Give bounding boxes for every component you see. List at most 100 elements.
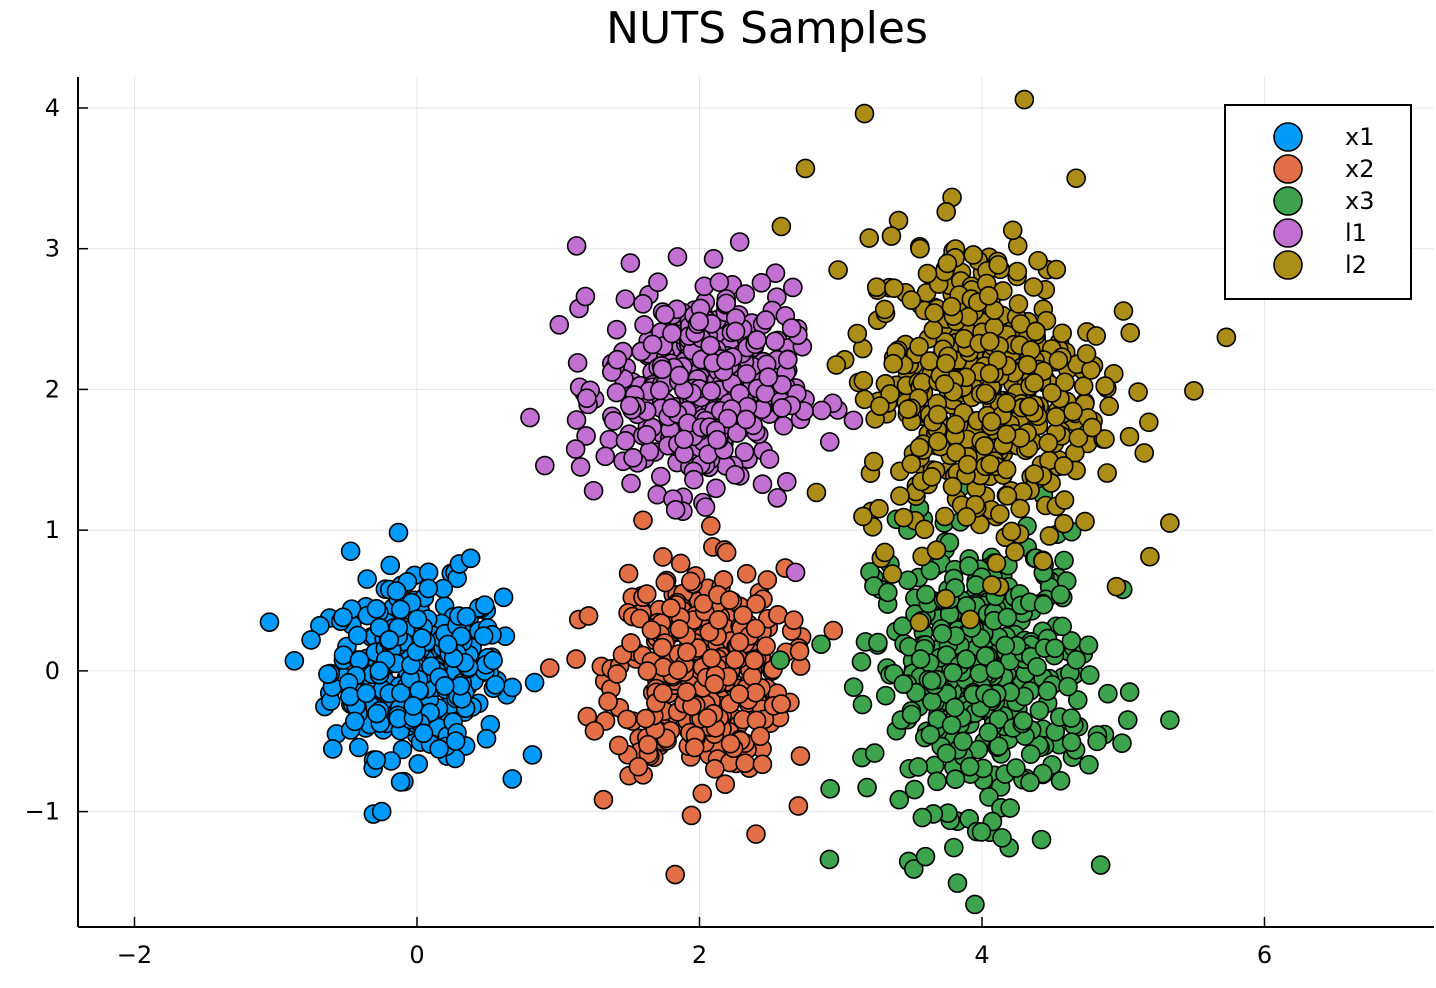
point-x1 — [476, 728, 497, 749]
point-x2 — [653, 547, 673, 567]
point-l2 — [771, 216, 792, 237]
point-x1 — [434, 676, 455, 696]
point-x2 — [636, 584, 657, 604]
point-x2 — [790, 746, 811, 766]
point-x1 — [456, 606, 477, 627]
point-x2 — [655, 572, 676, 593]
point-x2 — [665, 864, 685, 885]
point-x3 — [1160, 710, 1180, 730]
point-x2 — [617, 709, 637, 730]
point-l1 — [655, 304, 675, 325]
point-x1 — [429, 739, 449, 759]
point-l2 — [1002, 220, 1023, 241]
point-x3 — [985, 659, 1006, 680]
point-x1 — [284, 650, 305, 671]
point-l2 — [1055, 372, 1075, 393]
point-l1 — [520, 407, 540, 428]
point-x1 — [259, 612, 280, 632]
point-l1 — [843, 410, 864, 431]
point-l1 — [649, 380, 670, 401]
point-x1 — [485, 675, 506, 695]
point-l2 — [1075, 511, 1095, 532]
point-l2 — [847, 323, 868, 344]
legend-marker-l1 — [1273, 218, 1303, 248]
point-x2 — [618, 563, 639, 584]
point-x3 — [908, 757, 929, 777]
point-x2 — [745, 618, 766, 639]
point-l2 — [883, 353, 903, 374]
point-l1 — [615, 430, 636, 451]
point-l1 — [765, 263, 786, 283]
point-x3 — [852, 694, 873, 715]
point-l1 — [576, 426, 596, 446]
point-l1 — [767, 488, 788, 508]
point-x2 — [700, 516, 721, 536]
point-l1 — [751, 272, 772, 293]
point-l2 — [909, 336, 929, 357]
point-x2 — [652, 637, 673, 658]
point-l2 — [826, 355, 847, 375]
point-l2 — [1053, 456, 1074, 476]
point-l1 — [701, 381, 722, 402]
point-l2 — [1028, 250, 1048, 271]
point-x3 — [878, 582, 898, 603]
point-l2 — [956, 507, 977, 527]
point-x2 — [756, 636, 776, 656]
point-x1 — [493, 587, 514, 608]
point-x2 — [742, 666, 763, 687]
point-x2 — [653, 683, 673, 703]
point-l2 — [828, 260, 848, 280]
point-x3 — [819, 849, 840, 870]
point-l2 — [1005, 541, 1025, 562]
point-l2 — [988, 255, 1009, 275]
point-x3 — [945, 769, 966, 790]
point-l1 — [689, 311, 709, 332]
point-x1 — [407, 609, 428, 629]
point-l2 — [909, 437, 930, 458]
point-l1 — [567, 353, 588, 373]
series-x3 — [770, 477, 1180, 915]
point-l2 — [1076, 344, 1097, 364]
point-l1 — [759, 449, 780, 469]
point-l2 — [1010, 498, 1030, 519]
point-x2 — [720, 733, 741, 754]
point-l1 — [615, 289, 636, 309]
point-l2 — [979, 363, 1000, 384]
point-x1 — [318, 664, 338, 685]
point-l1 — [674, 429, 694, 450]
point-x1 — [345, 711, 365, 732]
point-l1 — [570, 457, 591, 477]
point-x3 — [936, 743, 957, 764]
point-x2 — [788, 796, 809, 816]
point-x3 — [943, 662, 963, 683]
point-l1 — [607, 349, 628, 370]
point-x2 — [705, 759, 725, 779]
point-x2 — [539, 658, 560, 678]
x-tick-label: 2 — [692, 941, 707, 969]
point-l1 — [665, 500, 686, 520]
point-x3 — [1045, 638, 1065, 659]
point-x2 — [669, 619, 690, 639]
point-x1 — [356, 683, 377, 704]
point-x2 — [641, 620, 662, 640]
point-l2 — [926, 540, 947, 561]
y-tick-label: 2 — [45, 375, 60, 403]
point-l2 — [853, 506, 873, 527]
point-l2 — [893, 507, 914, 528]
point-x3 — [1050, 771, 1071, 791]
point-x3 — [901, 704, 922, 725]
point-l2 — [935, 588, 956, 609]
point-x3 — [1098, 683, 1118, 704]
point-x2 — [633, 510, 653, 531]
point-x3 — [868, 632, 888, 653]
point-x2 — [736, 563, 757, 584]
point-x1 — [483, 650, 503, 671]
point-l1 — [819, 432, 840, 452]
point-l2 — [1160, 513, 1180, 533]
legend: x1 x2 x3 l1 l2 — [1224, 104, 1412, 300]
point-x2 — [729, 632, 750, 652]
point-x2 — [789, 641, 810, 662]
point-x3 — [936, 645, 957, 665]
point-x3 — [978, 722, 999, 743]
